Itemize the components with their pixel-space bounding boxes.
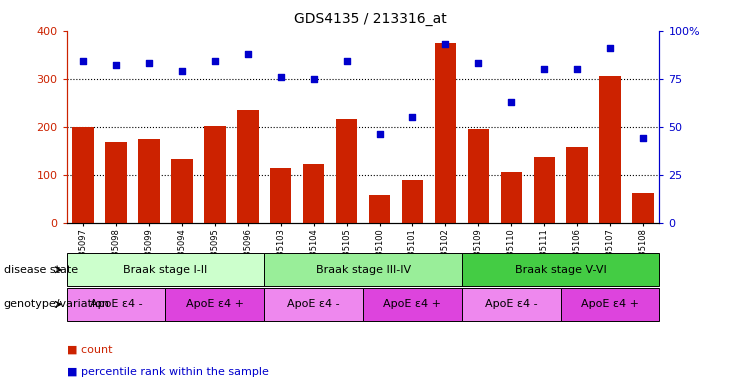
Point — [176, 68, 188, 74]
Bar — [165, 288, 265, 321]
Text: disease state: disease state — [4, 265, 78, 275]
Bar — [468, 129, 489, 223]
Point — [604, 45, 616, 51]
Bar — [501, 172, 522, 223]
Bar — [462, 288, 561, 321]
Point — [143, 60, 155, 66]
Bar — [632, 193, 654, 223]
Bar — [336, 119, 357, 223]
Point — [77, 58, 89, 65]
Bar — [67, 288, 165, 321]
Text: Braak stage V-VI: Braak stage V-VI — [515, 265, 607, 275]
Point — [505, 99, 517, 105]
Text: ApoE ε4 +: ApoE ε4 + — [581, 299, 639, 310]
Bar — [171, 159, 193, 223]
Text: GDS4135 / 213316_at: GDS4135 / 213316_at — [294, 12, 447, 25]
Bar — [369, 195, 391, 223]
Text: Braak stage I-II: Braak stage I-II — [123, 265, 207, 275]
Bar — [534, 157, 555, 223]
Text: genotype/variation: genotype/variation — [4, 299, 110, 310]
Point — [473, 60, 485, 66]
Point — [341, 58, 353, 65]
Bar — [73, 127, 94, 223]
Point — [308, 76, 319, 82]
Text: ApoE ε4 -: ApoE ε4 - — [90, 299, 142, 310]
Bar — [462, 253, 659, 286]
Point — [242, 51, 253, 57]
Point — [637, 135, 649, 141]
Text: Braak stage III-IV: Braak stage III-IV — [316, 265, 411, 275]
Point — [275, 74, 287, 80]
Bar — [363, 288, 462, 321]
Point — [538, 66, 550, 72]
Text: ■ percentile rank within the sample: ■ percentile rank within the sample — [67, 367, 268, 377]
Bar — [402, 180, 423, 223]
Point — [407, 114, 419, 120]
Bar — [561, 288, 659, 321]
Bar — [435, 43, 456, 223]
Text: ApoE ε4 +: ApoE ε4 + — [384, 299, 442, 310]
Point — [571, 66, 583, 72]
Bar — [599, 76, 621, 223]
Text: ApoE ε4 +: ApoE ε4 + — [186, 299, 244, 310]
Bar — [270, 167, 291, 223]
Bar — [139, 139, 160, 223]
Bar — [237, 110, 259, 223]
Bar — [303, 164, 325, 223]
Point — [439, 41, 451, 47]
Point — [373, 131, 385, 137]
Bar — [265, 288, 363, 321]
Bar — [105, 142, 127, 223]
Bar — [566, 147, 588, 223]
Bar — [265, 253, 462, 286]
Text: ■ count: ■ count — [67, 344, 112, 354]
Bar — [67, 253, 265, 286]
Text: ApoE ε4 -: ApoE ε4 - — [485, 299, 538, 310]
Text: ApoE ε4 -: ApoE ε4 - — [288, 299, 340, 310]
Bar — [205, 126, 225, 223]
Point — [110, 62, 122, 68]
Point — [209, 58, 221, 65]
